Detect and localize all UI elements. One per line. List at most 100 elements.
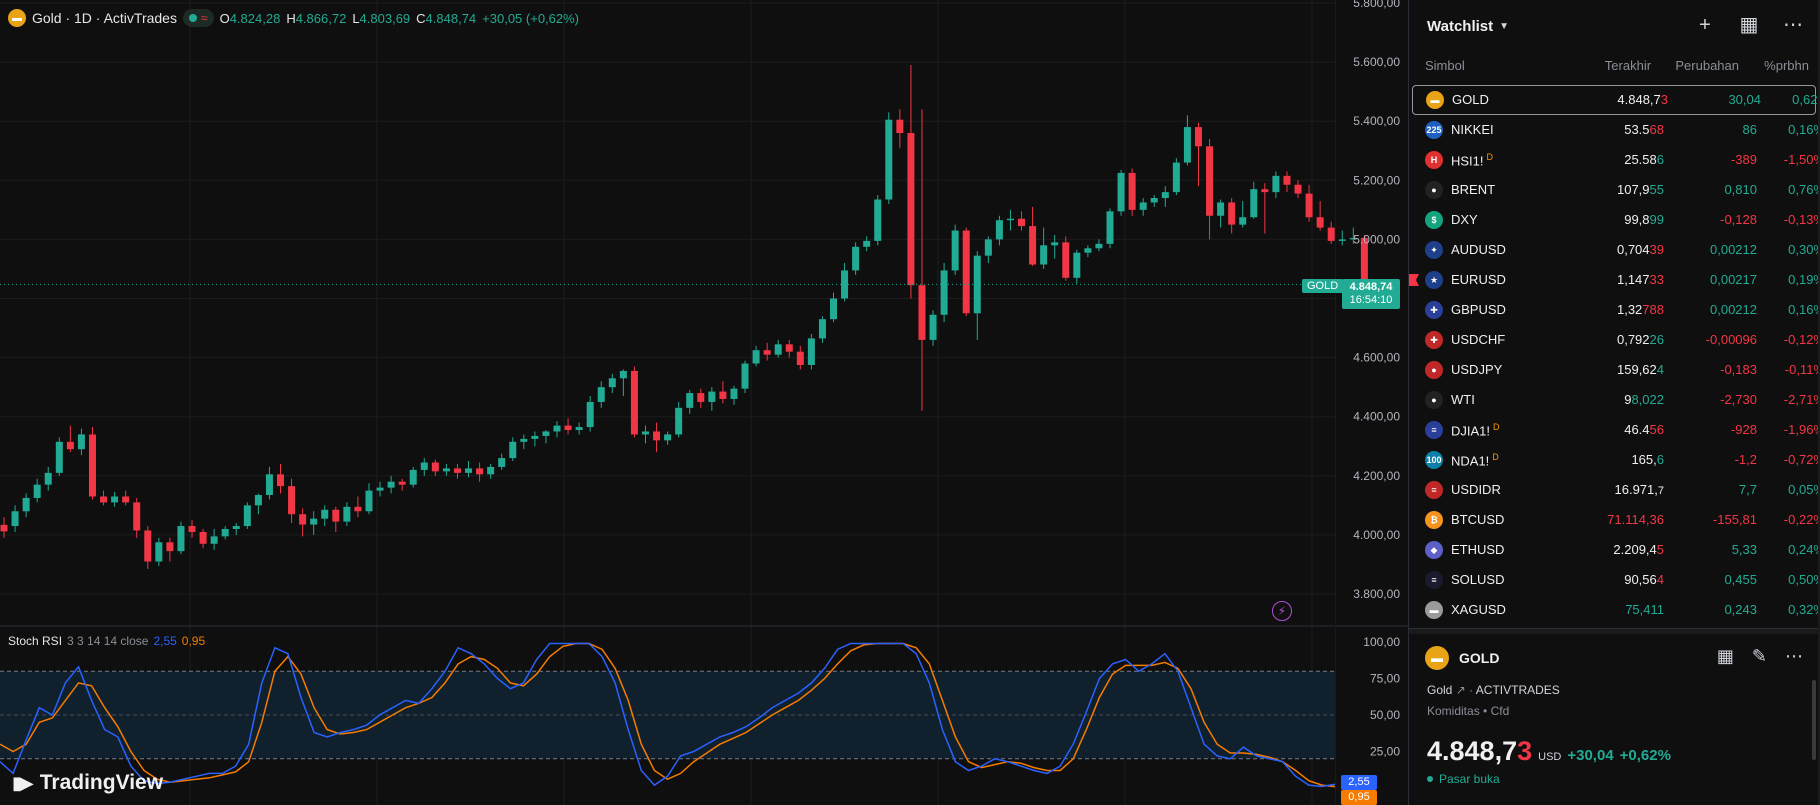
rsi-d-tag: 0,95: [1341, 790, 1377, 805]
usd-idr-flag-icon: ≡: [1425, 481, 1443, 499]
usd-jpy-flag-icon: ●: [1425, 361, 1443, 379]
watchlist-row-solusd[interactable]: ≡ SOLUSD 90,564 0,455 0,50%: [1409, 565, 1820, 595]
chevron-down-icon[interactable]: ▼: [1499, 20, 1510, 32]
us-flag-icon: ≡: [1425, 421, 1443, 439]
watchlist-row-djia1[interactable]: ≡ DJIA1!D 46.456 -928 -1,96%: [1409, 415, 1820, 445]
symbol-title[interactable]: Gold · 1D · ActivTrades: [32, 10, 177, 26]
market-status: Pasar buka: [1427, 772, 1500, 786]
watchlist-row-gbpusd[interactable]: ✚ GBPUSD 1,32788 0,00212 0,16%: [1409, 295, 1820, 325]
silver-bar-icon: ▬: [1425, 601, 1443, 619]
watchlist-row-dxy[interactable]: $ DXY 99,899 -0,128 -0,13%: [1409, 205, 1820, 235]
candle-body: [254, 495, 262, 506]
candle-body: [940, 270, 948, 315]
stoch-rsi-k-line: [0, 642, 1336, 788]
stoch-rsi-d-line: [0, 642, 1336, 788]
row-symbol: GOLD: [1452, 92, 1489, 107]
row-last-price: 4.848,73: [1617, 92, 1668, 107]
market-status-pill[interactable]: ≈: [182, 9, 214, 27]
watchlist-row-gold[interactable]: ▬ GOLD 4.848,73 30,04 0,62%: [1412, 85, 1820, 115]
row-last-price: 53.568: [1624, 122, 1664, 137]
candle-body: [310, 518, 318, 525]
gold-bar-icon: ▬: [1426, 91, 1444, 109]
detail-scrollbar[interactable]: [1812, 680, 1816, 760]
detail-exchange[interactable]: ACTIVTRADES: [1475, 683, 1560, 697]
panel-divider[interactable]: [1409, 628, 1819, 634]
ethereum-icon: ◆: [1425, 541, 1443, 559]
col-last[interactable]: Terakhir: [1604, 57, 1652, 73]
watchlist-row-eurusd[interactable]: ★ EURUSD 1,14733 0,00217 0,19%: [1409, 265, 1820, 295]
price-chart[interactable]: 5.800,00 5.600,00 5.400,00 5.200,00 5.000,00…: [0, 0, 1408, 805]
detail-symbol[interactable]: GOLD: [1459, 650, 1500, 666]
col-symbol[interactable]: Simbol: [1425, 57, 1465, 73]
watchlist-row-hsi1[interactable]: H HSI1!D 25.586 -389 -1,50%: [1409, 145, 1820, 175]
advanced-view-icon[interactable]: ▦: [1739, 14, 1759, 36]
watchlist-row-xagusd[interactable]: ▬ XAGUSD 75,411 0,243 0,32%: [1409, 595, 1820, 625]
row-symbol: ETHUSD: [1451, 542, 1505, 557]
candle-body: [697, 393, 705, 402]
row-change: 0,810: [1724, 182, 1757, 197]
candle-body: [1305, 193, 1313, 218]
row-change: -2,730: [1720, 392, 1757, 407]
chart-area[interactable]: 5.800,00 5.600,00 5.400,00 5.200,00 5.000,00…: [0, 0, 1408, 805]
row-symbol: XAGUSD: [1451, 602, 1506, 617]
row-symbol: AUDUSD: [1451, 242, 1506, 257]
watchlist-title[interactable]: Watchlist: [1427, 17, 1494, 35]
candle-body: [122, 496, 130, 503]
market-status-text: Pasar buka: [1439, 772, 1500, 786]
tradingview-logo[interactable]: ▮▶ TradingView: [12, 771, 163, 795]
candle-body: [1250, 189, 1258, 218]
candle-body: [653, 431, 661, 441]
watchlist-row-usdidr[interactable]: ≡ USDIDR 16.971,7 7,7 0,05%: [1409, 475, 1820, 505]
row-change: -928: [1730, 422, 1757, 437]
watchlist-row-btcusd[interactable]: ₿ BTCUSD 71.114,36 -155,81 -0,22%: [1409, 505, 1820, 535]
watchlist-row-usdchf[interactable]: ✚ USDCHF 0,79226 -0,00096 -0,12%: [1409, 325, 1820, 355]
watchlist-row-nda1[interactable]: 100 NDA1!D 165,6 -1,2 -0,72%: [1409, 445, 1820, 475]
stoch-rsi-k-value: 2,55: [153, 634, 177, 648]
candle-body: [531, 435, 539, 439]
row-last-price: 71.114,36: [1607, 512, 1664, 527]
watchlist-row-nikkei[interactable]: 225 NIKKEI 53.568 86 0,16%: [1409, 115, 1820, 145]
red-flag-icon[interactable]: [1409, 274, 1419, 286]
candle-body: [55, 441, 63, 473]
candle-body: [763, 350, 771, 355]
detail-tools: ▦ ✎ ⋯: [1717, 646, 1803, 667]
symbol-detail-panel: ▬ GOLD ▦ ✎ ⋯ Gold ↗ · ACTIVTRADES Komidi…: [1409, 634, 1819, 805]
watchlist-row-usdjpy[interactable]: ● USDJPY 159,624 -0,183 -0,11%: [1409, 355, 1820, 385]
more-options-icon[interactable]: ⋯: [1783, 14, 1803, 36]
col-pct[interactable]: %prbhn: [1764, 57, 1809, 73]
edit-note-icon[interactable]: ✎: [1751, 646, 1767, 666]
candle-body: [277, 474, 284, 487]
grid-view-icon[interactable]: ▦: [1716, 646, 1734, 666]
rsi-axis-label: 50,00: [1370, 708, 1400, 722]
candle-body: [1029, 226, 1037, 265]
watchlist-row-audusd[interactable]: ✦ AUDUSD 0,70439 0,00212 0,30%: [1409, 235, 1820, 265]
candle-body: [0, 524, 8, 532]
row-change: -1,2: [1734, 452, 1757, 467]
candle-body: [686, 393, 694, 408]
add-symbol-icon[interactable]: +: [1699, 14, 1711, 36]
col-change[interactable]: Perubahan: [1675, 57, 1739, 73]
aud-usd-flag-icon: ✦: [1425, 241, 1443, 259]
candle-body: [1095, 243, 1103, 249]
candle-body: [1283, 175, 1291, 185]
row-last-price: 75,411: [1625, 602, 1664, 617]
detail-category-line: Komiditas • Cfd: [1427, 704, 1510, 718]
candle-body: [1150, 198, 1158, 203]
row-last-price: 98,022: [1624, 392, 1664, 407]
candle-body: [144, 530, 152, 562]
ohlc-change: +30,05 (+0,62%): [482, 10, 580, 26]
candle-body: [807, 338, 815, 365]
stoch-rsi-legend[interactable]: Stoch RSI 3 3 14 14 close 2,55 0,95: [8, 634, 205, 648]
watchlist-row-wti[interactable]: ● WTI 98,022 -2,730 -2,71%: [1409, 385, 1820, 415]
watchlist-row-ethusd[interactable]: ◆ ETHUSD 2.209,45 5,33 0,24%: [1409, 535, 1820, 565]
candle-body: [243, 505, 251, 527]
row-change: 5,33: [1731, 542, 1757, 557]
detail-price-line: 4.848,73 USD +30,04 +0,62%: [1427, 736, 1671, 767]
more-icon[interactable]: ⋯: [1785, 646, 1803, 666]
candle-body: [498, 458, 506, 467]
candle-body: [1194, 127, 1202, 147]
external-link-icon[interactable]: ↗: [1455, 683, 1466, 697]
watchlist-row-brent[interactable]: ● BRENT 107,955 0,810 0,76%: [1409, 175, 1820, 205]
lightning-icon[interactable]: ⚡: [1272, 601, 1292, 621]
row-symbol: BTCUSD: [1451, 512, 1505, 527]
